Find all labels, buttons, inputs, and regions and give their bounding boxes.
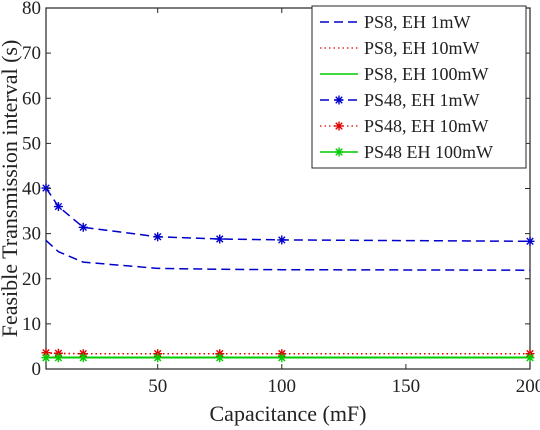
legend-marker xyxy=(334,147,344,157)
y-tick-label: 40 xyxy=(22,179,41,200)
legend-label: PS48, EH 10mW xyxy=(364,116,489,136)
legend-items: PS8, EH 1mW PS8, EH 10mW PS8, EH 100mW PS48… xyxy=(320,12,493,162)
data-point xyxy=(525,236,535,246)
data-point xyxy=(215,234,225,244)
data-point xyxy=(215,353,225,363)
series-line xyxy=(45,187,531,243)
data-point xyxy=(53,202,63,212)
y-tick-label: 0 xyxy=(32,359,42,380)
y-tick-label: 70 xyxy=(22,43,41,64)
x-tick-label: 100 xyxy=(268,376,297,397)
data-point xyxy=(41,353,51,363)
legend-label: PS48 EH 100mW xyxy=(364,142,493,162)
data-point xyxy=(78,353,88,363)
plot-area: 0 10 20 30 40 50 60 70 80 50 100 150 200 xyxy=(22,0,540,397)
legend-item: PS8, EH 1mW xyxy=(320,12,471,32)
legend-box xyxy=(311,5,527,169)
y-tick-label: 10 xyxy=(22,314,41,335)
legend-item: PS48, EH 10mW xyxy=(320,116,489,136)
legend-label: PS48, EH 1mW xyxy=(364,90,480,110)
x-tick-label: 150 xyxy=(392,376,421,397)
x-tick-label: 200 xyxy=(516,376,540,397)
y-tick-label: 20 xyxy=(22,269,41,290)
series-6 xyxy=(41,353,535,363)
y-axis-label: Feasible Transmission interval (s) xyxy=(0,40,22,338)
series-layer xyxy=(41,183,535,363)
legend-label: PS8, EH 1mW xyxy=(364,12,471,32)
legend-label: PS8, EH 100mW xyxy=(364,64,489,84)
y-tick-label: 80 xyxy=(22,0,41,19)
x-axis-label: Capacitance (mF) xyxy=(210,401,367,426)
legend-item: PS8, EH 100mW xyxy=(320,64,489,84)
legend: PS8, EH 1mW PS8, EH 10mW PS8, EH 100mW PS48… xyxy=(311,5,527,169)
series-line xyxy=(45,352,530,355)
data-point xyxy=(277,235,287,245)
series-line xyxy=(45,239,531,271)
data-point xyxy=(153,232,163,242)
data-point xyxy=(78,222,88,232)
legend-marker xyxy=(334,95,344,105)
legend-label: PS8, EH 10mW xyxy=(364,38,480,58)
data-point xyxy=(277,353,287,363)
legend-item: PS48, EH 1mW xyxy=(320,90,480,110)
data-point xyxy=(153,353,163,363)
series-4 xyxy=(41,183,535,246)
legend-item: PS8, EH 10mW xyxy=(320,38,480,58)
y-tick-label: 30 xyxy=(22,224,41,245)
data-point xyxy=(525,353,535,363)
x-tick-label: 50 xyxy=(148,376,167,397)
y-tick-label: 60 xyxy=(22,88,41,109)
y-tick-label: 50 xyxy=(22,133,41,154)
legend-marker xyxy=(334,121,344,131)
legend-item: PS48 EH 100mW xyxy=(320,142,493,162)
series-1 xyxy=(45,239,531,271)
data-point xyxy=(53,353,63,363)
